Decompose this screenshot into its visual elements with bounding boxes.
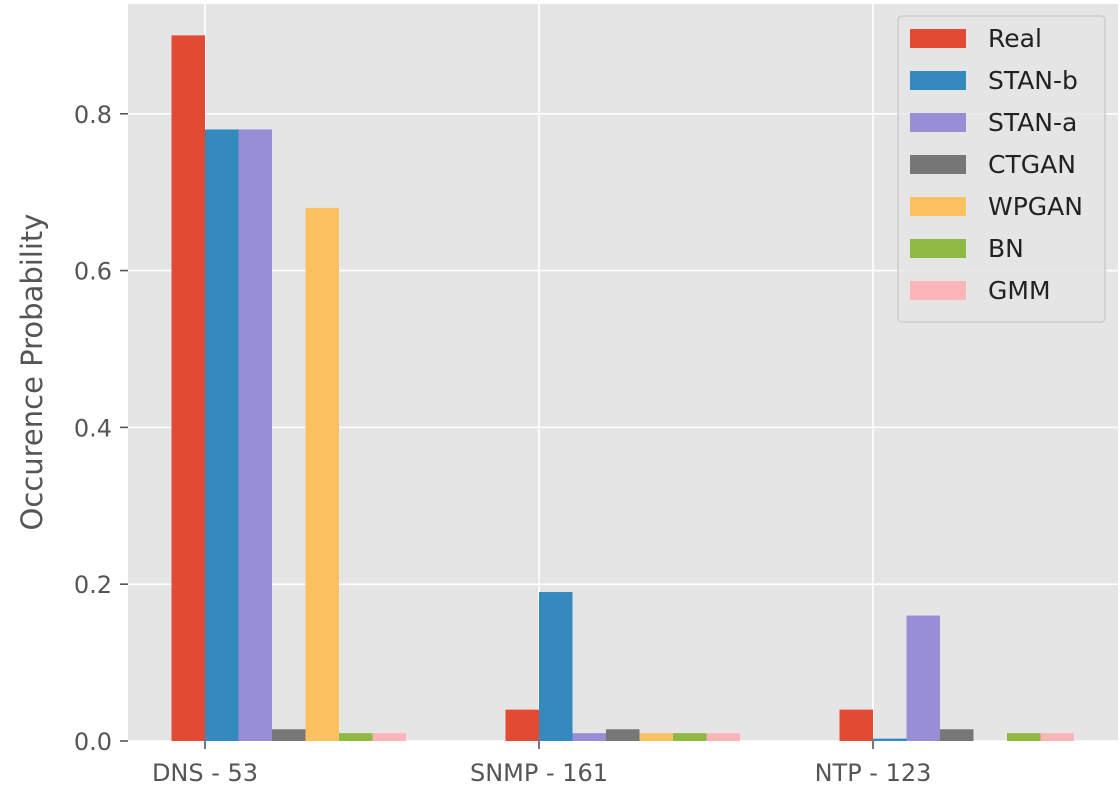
legend-swatch	[910, 239, 966, 258]
bar-wpgan	[305, 207, 339, 741]
legend-label: WPGAN	[988, 192, 1083, 221]
legend-label: STAN-b	[988, 66, 1078, 95]
bar-real	[839, 709, 873, 741]
legend: Real STAN-b STAN-a CTGAN WPGAN BN GMM	[897, 15, 1106, 323]
bar-stan-a	[906, 615, 940, 741]
legend-swatch	[910, 29, 966, 48]
bar-ctgan	[272, 729, 306, 741]
y-tick-label: 0.2	[74, 571, 112, 599]
legend-swatch	[910, 155, 966, 174]
bar-ctgan	[940, 729, 974, 741]
bar-stan-b	[873, 738, 907, 741]
legend-label: BN	[988, 234, 1024, 263]
bar-real	[171, 35, 205, 742]
legend-swatch	[910, 197, 966, 216]
legend-swatch	[910, 281, 966, 300]
legend-swatch	[910, 113, 966, 132]
y-tick-label: 0.8	[74, 101, 112, 129]
bar-bn	[339, 733, 373, 741]
y-tick-label: 0.4	[74, 414, 112, 442]
x-tick-label: NTP - 123	[815, 759, 932, 787]
y-tick-label: 0.0	[74, 728, 112, 756]
bar-stan-b	[205, 129, 239, 742]
bars	[171, 35, 1074, 742]
legend-label: GMM	[988, 276, 1051, 305]
legend-label: STAN-a	[988, 108, 1077, 137]
bar-bn	[673, 733, 707, 741]
legend-swatch	[910, 71, 966, 90]
axes: 0.0 0.2 0.4 0.6 0.8 DNS - 53 SNMP - 161 NTP - 1…	[74, 101, 932, 787]
bar-stan-a	[238, 129, 272, 742]
y-axis-label: Occurence Probability	[15, 214, 49, 531]
legend-label: CTGAN	[988, 150, 1076, 179]
bar-gmm	[1040, 733, 1074, 741]
bar-wpgan	[639, 733, 673, 741]
legend-label: Real	[988, 24, 1042, 53]
x-tick-label: SNMP - 161	[470, 759, 608, 787]
bar-bn	[1007, 733, 1041, 741]
y-tick-label: 0.6	[74, 258, 112, 286]
bar-stan-a	[572, 733, 606, 741]
x-tick-label: DNS - 53	[152, 759, 258, 787]
bar-ctgan	[606, 729, 640, 741]
bar-real	[505, 709, 539, 741]
bar-stan-b	[539, 592, 573, 741]
bar-gmm	[372, 733, 406, 741]
bar-gmm	[706, 733, 740, 741]
